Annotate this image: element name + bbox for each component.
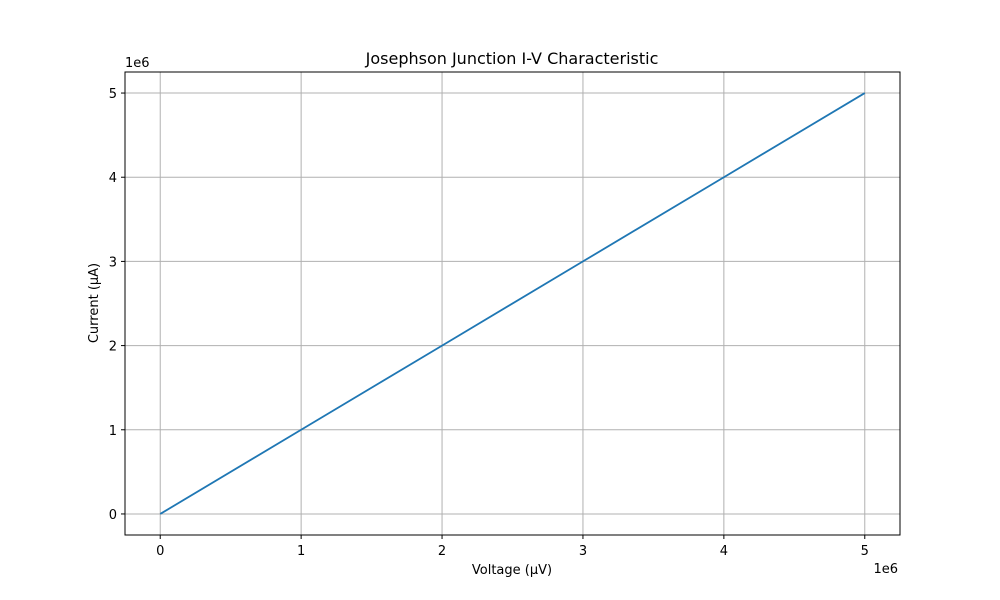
y-tick-label: 5 bbox=[109, 87, 117, 102]
y-tick-label: 1 bbox=[109, 424, 117, 439]
y-tick-label: 0 bbox=[109, 508, 117, 523]
y-tick-label: 2 bbox=[109, 340, 117, 355]
x-axis-label: Voltage (µV) bbox=[472, 563, 552, 578]
series-layer bbox=[159, 92, 866, 515]
y-axis-label: Current (µA) bbox=[87, 263, 102, 343]
x-offset-label: 1e6 bbox=[873, 562, 898, 577]
y-tick-label: 3 bbox=[109, 255, 117, 270]
grid bbox=[125, 72, 900, 535]
y-tick-label: 4 bbox=[109, 171, 117, 186]
x-tick-label: 2 bbox=[438, 544, 446, 559]
x-axis: 0 1 2 3 4 5 bbox=[156, 535, 869, 559]
plot-frame bbox=[124, 71, 901, 536]
x-tick-label: 5 bbox=[861, 544, 869, 559]
y-offset-label: 1e6 bbox=[125, 56, 150, 71]
x-tick-label: 4 bbox=[720, 544, 728, 559]
x-tick-label: 0 bbox=[156, 544, 164, 559]
y-axis: 0 1 2 3 4 5 bbox=[109, 87, 125, 523]
series-line bbox=[159, 92, 866, 515]
x-tick-label: 3 bbox=[579, 544, 587, 559]
chart-title: Josephson Junction I-V Characteristic bbox=[365, 49, 659, 68]
x-tick-label: 1 bbox=[297, 544, 305, 559]
